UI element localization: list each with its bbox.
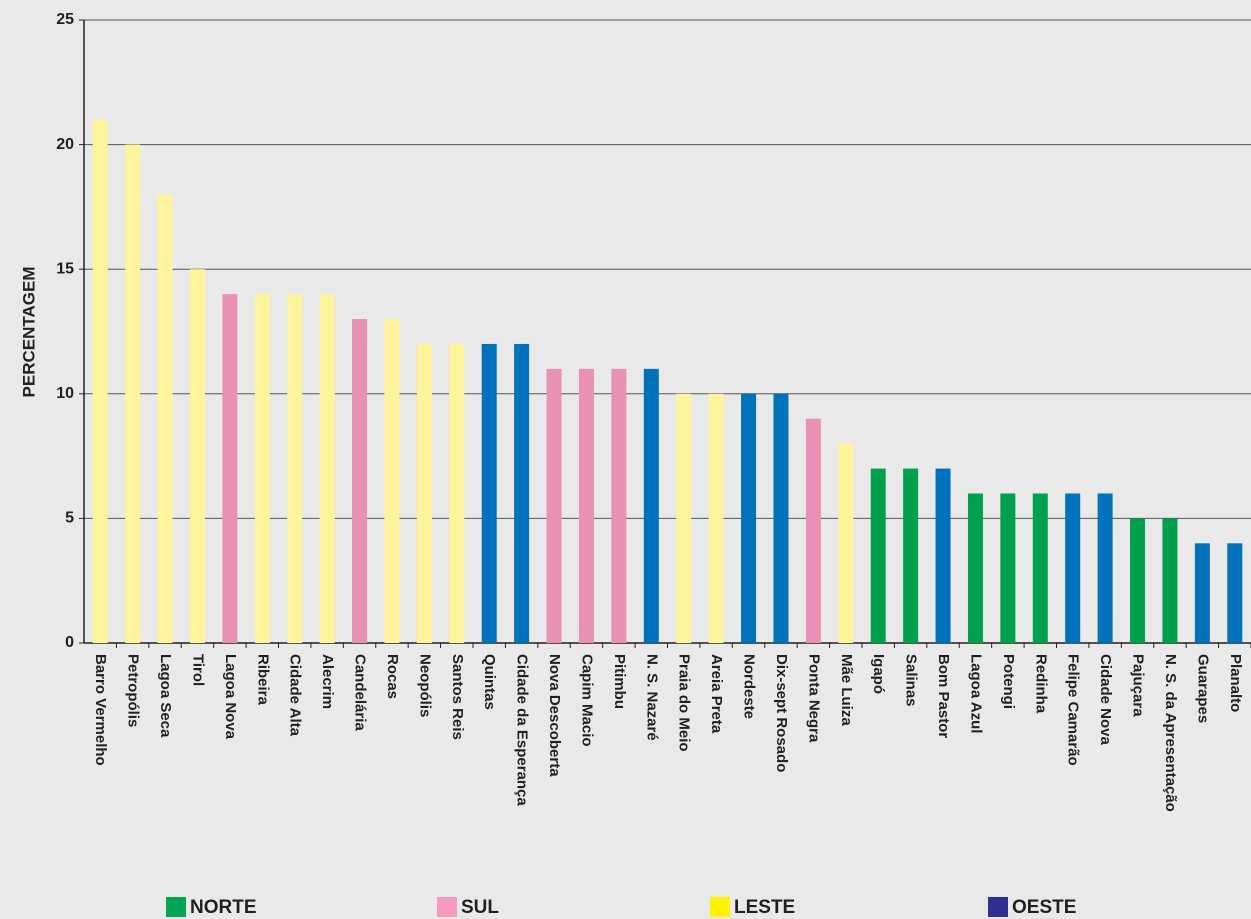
x-tick-label: Capim Macio <box>578 654 595 747</box>
x-tick-label: Barro Vermelho <box>92 654 109 766</box>
bar <box>384 319 400 643</box>
x-tick-label: Felipe Camarão <box>1065 654 1082 766</box>
x-tick-label: Ribeira <box>254 654 271 706</box>
x-tick-label: N. S. da Apresentação <box>1162 654 1179 812</box>
x-tick-label: Mãe Luiza <box>838 654 855 726</box>
x-tick-label: Salinas <box>903 654 920 707</box>
x-tick-label: Lagoa Azul <box>967 654 984 733</box>
bar <box>1227 543 1243 643</box>
bar <box>352 319 368 643</box>
bar <box>708 393 724 643</box>
bar <box>1065 493 1081 643</box>
bar <box>741 393 757 643</box>
bar <box>1097 493 1113 643</box>
bar <box>287 294 303 643</box>
x-tick-label: Lagoa Nova <box>222 654 239 740</box>
x-tick-label: Alecrim <box>319 654 336 709</box>
y-tick-label: 5 <box>65 510 74 527</box>
x-tick-label: Cidade da Esperança <box>514 654 531 806</box>
x-tick-label: Lagoa Seca <box>157 654 174 738</box>
bar <box>1000 493 1016 643</box>
bar <box>189 269 205 643</box>
x-tick-label: Cidade Alta <box>287 654 304 737</box>
bar <box>1162 518 1178 643</box>
bar <box>514 343 530 643</box>
x-tick-label: Dix-sept Rosado <box>773 654 790 772</box>
legend-label: LESTE <box>734 897 795 918</box>
bar <box>1032 493 1048 643</box>
x-tick-label: Tirol <box>189 654 206 686</box>
x-tick-label: Pajuçara <box>1130 654 1147 717</box>
x-tick-label: Pitimbu <box>611 654 628 709</box>
x-tick-label: Quintas <box>481 654 498 710</box>
bar <box>643 368 659 643</box>
x-tick-label: Nova Descoberta <box>546 654 563 777</box>
bar <box>546 368 562 643</box>
bar <box>449 343 465 643</box>
y-tick-label: 10 <box>56 385 74 402</box>
bar <box>481 343 497 643</box>
bar <box>870 468 886 643</box>
bar <box>903 468 919 643</box>
x-tick-label: Petropólis <box>125 654 142 727</box>
x-tick-label: Potengi <box>1000 654 1017 709</box>
bar <box>676 393 692 643</box>
bar <box>805 418 821 643</box>
bar <box>578 368 594 643</box>
legend-swatch <box>437 897 457 917</box>
x-tick-label: Redinha <box>1032 654 1049 714</box>
legend-label: OESTE <box>1012 897 1076 918</box>
legend-swatch <box>710 897 730 917</box>
x-tick-label: N. S. Nazaré <box>643 654 660 741</box>
y-tick-label: 20 <box>56 136 74 153</box>
y-axis-label: PERCENTAGEM <box>19 267 38 398</box>
bar <box>222 294 238 643</box>
bar <box>611 368 627 643</box>
bar <box>157 194 173 643</box>
bar <box>773 393 789 643</box>
bar <box>125 144 141 643</box>
x-tick-label: Ponta Negra <box>805 654 822 743</box>
bar <box>92 119 108 644</box>
bar <box>1130 518 1146 643</box>
bar <box>319 294 335 643</box>
legend-label: SUL <box>461 897 499 918</box>
bar <box>935 468 951 643</box>
x-tick-label: Guarapes <box>1194 654 1211 723</box>
x-tick-label: Candelária <box>352 654 369 731</box>
legend-swatch <box>166 897 186 917</box>
legend-swatch <box>988 897 1008 917</box>
x-tick-label: Nordeste <box>741 654 758 719</box>
x-tick-label: Bom Pastor <box>935 654 952 738</box>
bar <box>254 294 270 643</box>
x-tick-label: Rocas <box>384 654 401 699</box>
x-tick-label: Praia do Meio <box>676 654 693 752</box>
y-tick-label: 0 <box>65 634 74 651</box>
x-tick-label: Areia Preta <box>708 654 725 734</box>
y-tick-label: 25 <box>56 11 74 28</box>
bar <box>838 443 854 643</box>
x-tick-label: Igapó <box>870 654 887 694</box>
bar <box>967 493 983 643</box>
legend-label: NORTE <box>190 897 257 918</box>
x-tick-label: Neopólis <box>416 654 433 717</box>
x-tick-label: Cidade Nova <box>1097 654 1114 746</box>
x-tick-label: Planalto <box>1227 654 1244 712</box>
bar <box>1194 543 1210 643</box>
x-tick-label: Santos Reis <box>449 654 466 740</box>
y-tick-label: 15 <box>56 260 74 277</box>
bar <box>416 343 432 643</box>
